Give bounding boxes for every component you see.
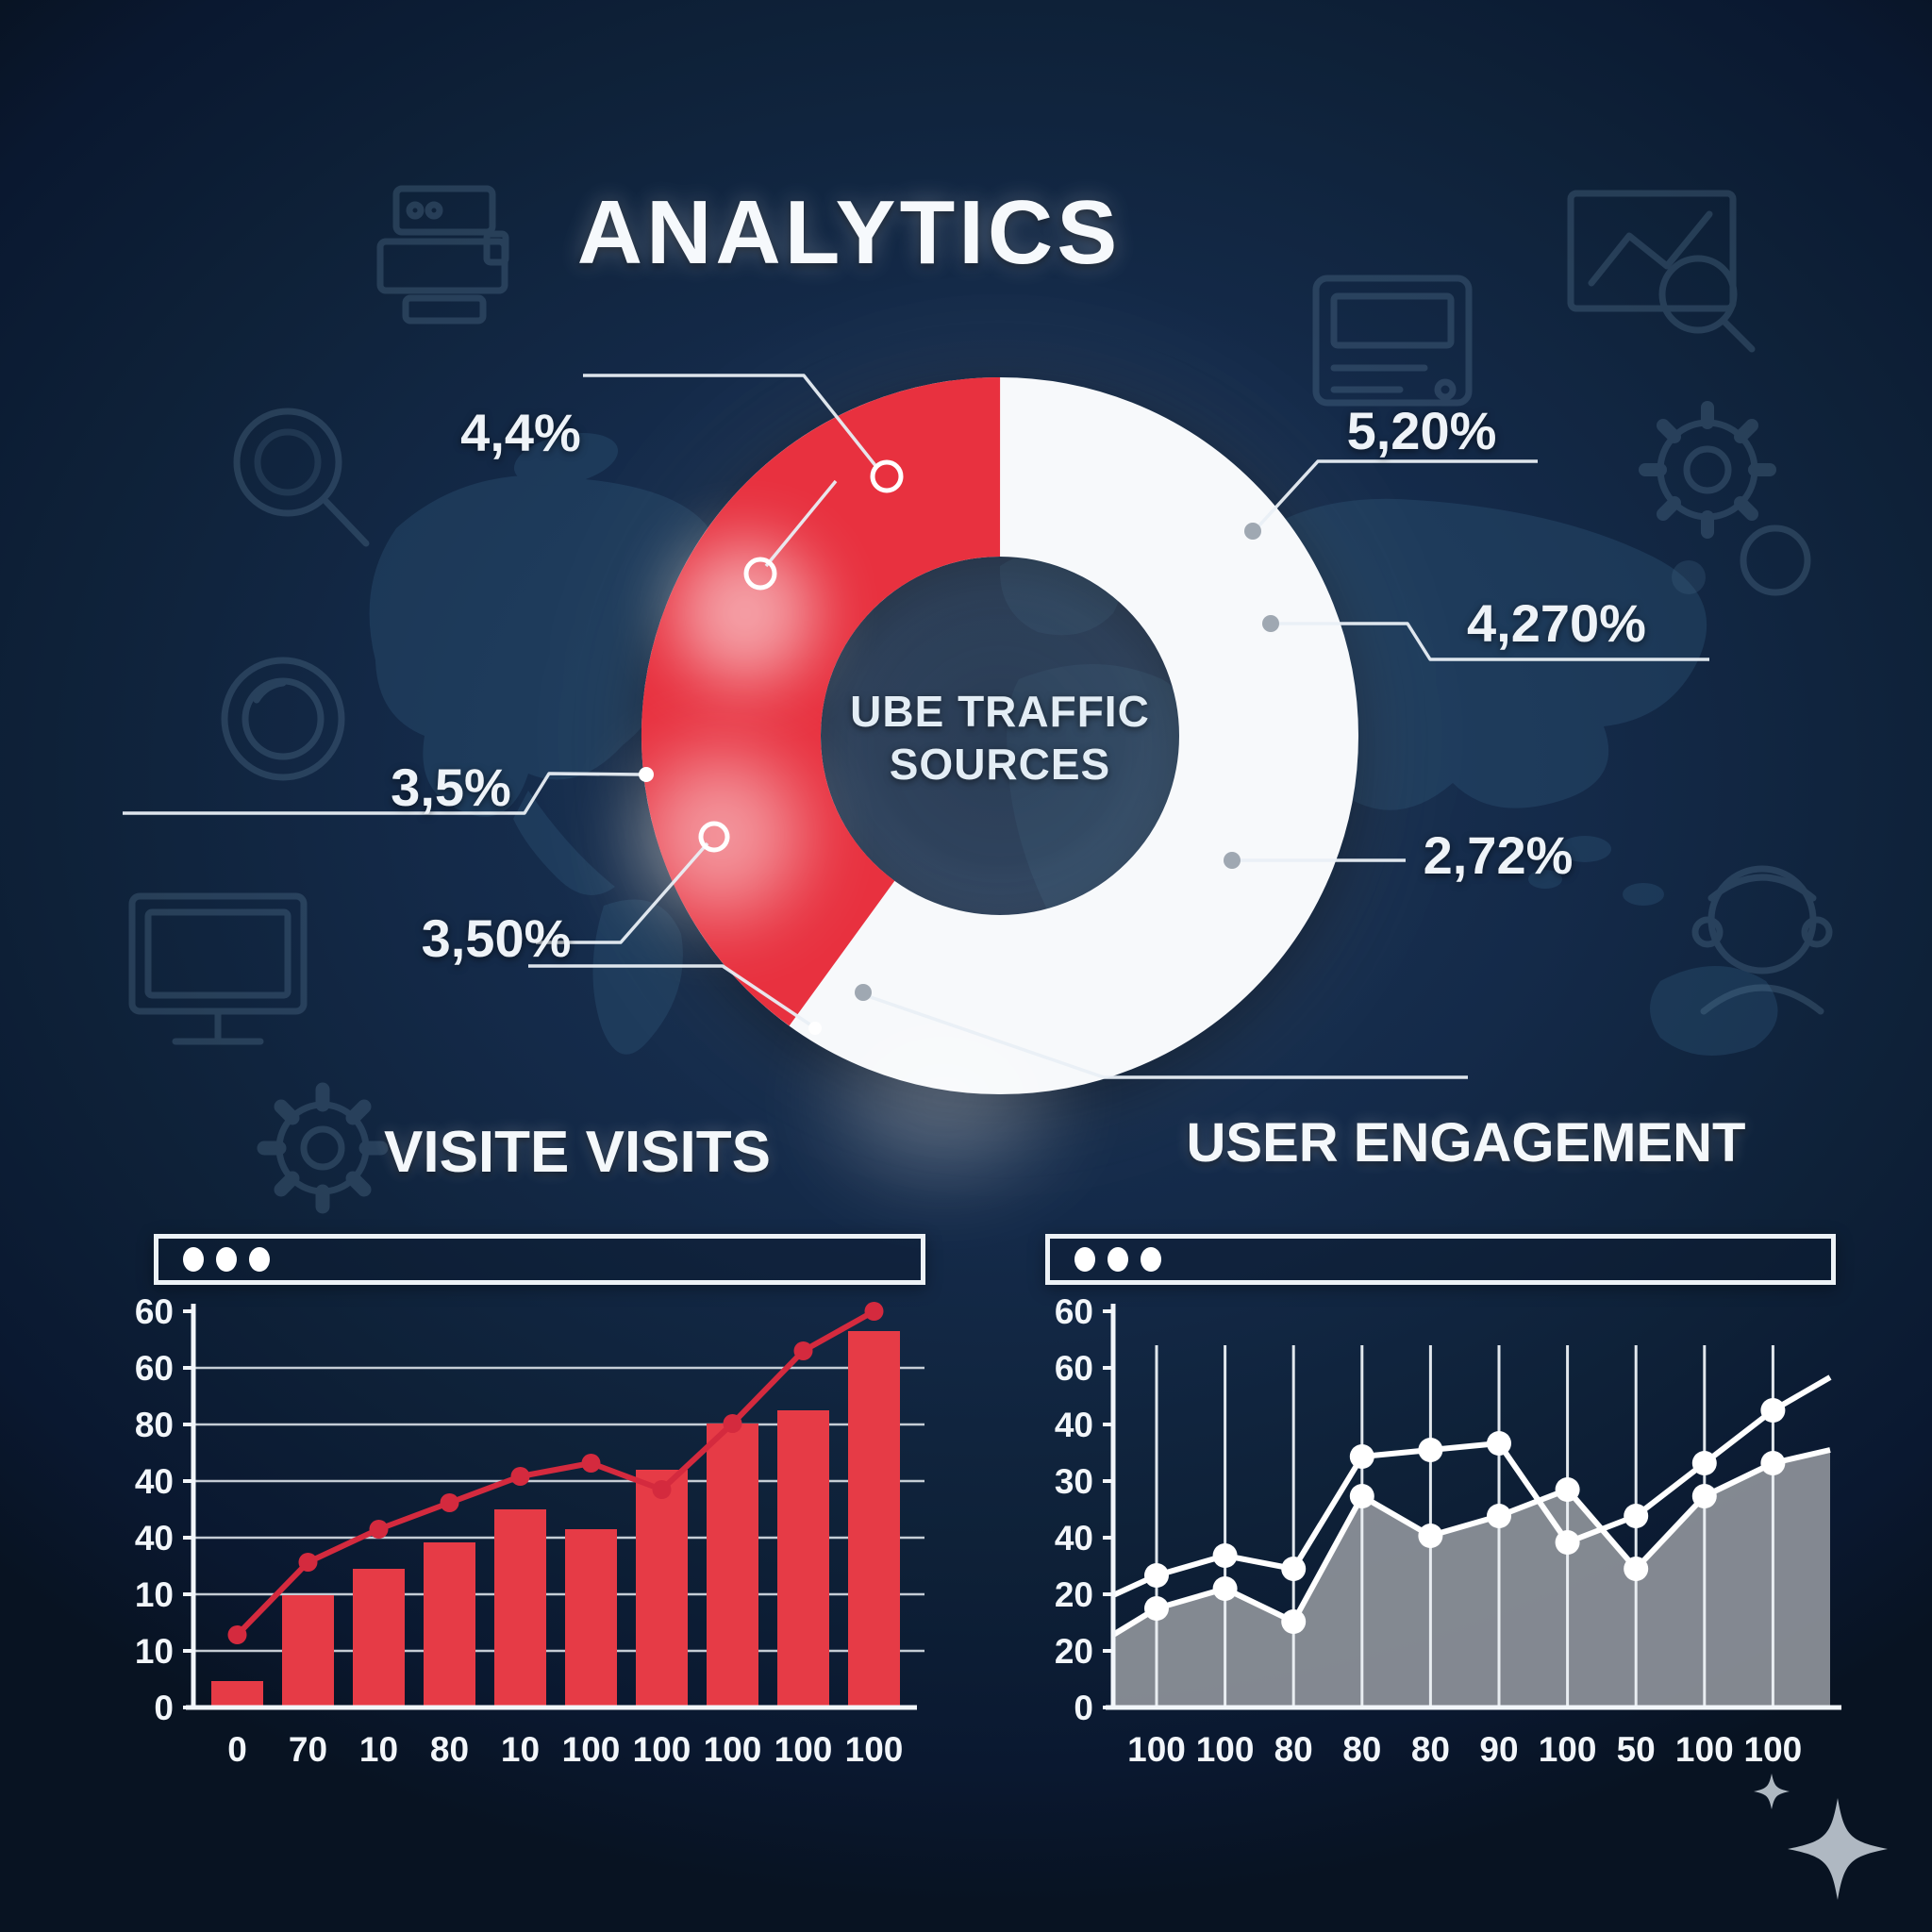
callout-label: 3,50% [421,908,572,968]
x-axis-label: 90 [1479,1730,1518,1769]
bar [777,1410,829,1707]
y-axis-label: 30 [1055,1462,1093,1501]
x-axis-label: 10 [501,1730,540,1769]
y-axis-label: 40 [1055,1519,1093,1557]
chart-search-icon [1567,190,1756,353]
users-icon [1691,865,1833,1015]
browser-bar-dot [249,1247,270,1272]
y-axis-label: 60 [135,1292,174,1331]
x-axis-label: 100 [1744,1730,1803,1769]
callout-label: 4,270% [1467,593,1646,653]
x-axis-label: 100 [633,1730,691,1769]
bar [282,1595,334,1707]
x-axis-label: 100 [562,1730,621,1769]
y-axis-label: 0 [1074,1689,1093,1727]
browser-bar [1045,1234,1836,1285]
browser-bar-dot [1074,1247,1095,1272]
y-axis-label: 40 [1055,1406,1093,1444]
callout-label: 5,20% [1346,401,1497,460]
bar [707,1424,758,1707]
bar [636,1470,688,1707]
callout-label: 2,72% [1423,825,1574,885]
x-axis-label: 70 [289,1730,327,1769]
browser-card-icon [1312,275,1473,407]
axes: 60 60 40 30 40 20 20 0 [1055,1292,1841,1727]
x-axis-label: 80 [1274,1730,1313,1769]
browser-bar-dot [1141,1247,1161,1272]
y-axis-label: 10 [135,1575,174,1614]
y-axis-label: 10 [135,1632,174,1671]
y-axis-label: 60 [1055,1292,1093,1331]
y-axis-label: 80 [135,1406,174,1444]
y-axis-label: 40 [135,1519,174,1557]
y-axis-label: 60 [135,1349,174,1388]
sparkle-icon [1754,1774,1888,1900]
y-axis-label: 40 [135,1462,174,1501]
y-axis-label: 20 [1055,1575,1093,1614]
x-axis-label: 100 [704,1730,762,1769]
monitor-icon [128,892,308,1045]
search-icon [233,408,370,547]
page-title: ANALYTICS [576,182,1122,283]
callout-label: 4,4% [460,403,581,462]
printer-icon [376,185,509,325]
x-axis-label: 0 [227,1730,247,1769]
browser-bar-dot [183,1247,204,1272]
x-axis-label: 10 [359,1730,398,1769]
browser-bar-dot [1108,1247,1128,1272]
bar [424,1542,475,1707]
bar [848,1331,900,1707]
browser-bar [154,1234,925,1285]
bar [494,1509,546,1707]
y-axis-label: 20 [1055,1632,1093,1671]
x-axis-label: 80 [1411,1730,1450,1769]
clock-icon [221,657,345,781]
x-axis-label: 100 [845,1730,904,1769]
donut-center-label: UBE TRAFFIC SOURCES [850,687,1150,790]
x-axis-labels: 0 70 10 80 10 100 100 100 100 100 [227,1730,903,1769]
engagement-area-chart: 60 60 40 30 40 20 20 0 100 100 80 80 80 90 100 50 100 100 [1055,1292,1841,1769]
x-axis-label: 100 [1196,1730,1255,1769]
gear-icon [257,1082,389,1214]
x-axis-label: 50 [1617,1730,1656,1769]
bar [211,1681,263,1707]
x-axis-label: 80 [1342,1730,1381,1769]
x-axis-label: 100 [774,1730,833,1769]
trend-line [235,1308,875,1638]
bar [565,1529,617,1707]
x-axis-labels: 100 100 80 80 80 90 100 50 100 100 [1127,1730,1802,1769]
bars [211,1331,900,1707]
callout-markers [639,459,1279,1035]
line-dots [1144,1398,1786,1634]
axes: 60 60 80 40 40 10 10 0 [135,1292,917,1727]
visits-section-title: VISITE VISITS [384,1120,771,1185]
x-axis-label: 100 [1539,1730,1597,1769]
donut-hole-shade [823,558,1177,913]
x-axis-label: 100 [1127,1730,1186,1769]
engagement-section-title: USER ENGAGEMENT [1186,1112,1746,1174]
y-axis-label: 60 [1055,1349,1093,1388]
trend-dots [227,1302,884,1644]
callout-label: 3,5% [391,758,511,817]
browser-bar-dot [216,1247,237,1272]
bar [353,1569,405,1707]
y-axis-label: 0 [154,1689,174,1727]
gears-icon [1639,401,1811,596]
x-axis-label: 100 [1675,1730,1734,1769]
x-axis-label: 80 [430,1730,469,1769]
